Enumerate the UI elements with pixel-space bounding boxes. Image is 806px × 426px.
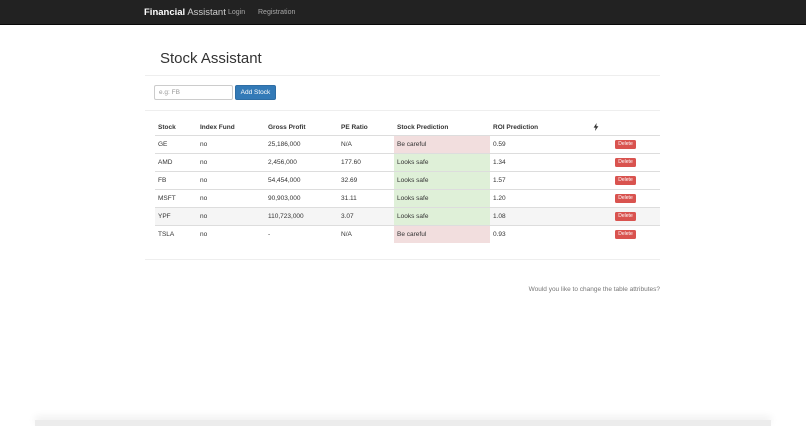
header-stock: Stock <box>155 119 197 136</box>
cell-pe-ratio: 177.60 <box>338 153 394 172</box>
delete-button[interactable]: Delete <box>615 230 636 239</box>
cell-pe-ratio: 3.07 <box>338 207 394 226</box>
cell-index-fund: no <box>197 171 265 190</box>
cell-pe-ratio: 31.11 <box>338 189 394 208</box>
cell-empty <box>590 189 612 208</box>
cell-roi: 1.20 <box>490 189 590 208</box>
cell-prediction: Looks safe <box>394 153 490 172</box>
table-row: YPF no 110,723,000 3.07 Looks safe 1.08 … <box>155 207 660 226</box>
cell-roi: 1.34 <box>490 153 590 172</box>
cell-gross-profit: - <box>265 225 338 243</box>
table-row: AMD no 2,456,000 177.60 Looks safe 1.34 … <box>155 153 660 172</box>
stocks-table: Stock Index Fund Gross Profit PE Ratio S… <box>155 119 660 243</box>
cell-index-fund: no <box>197 135 265 154</box>
cell-index-fund: no <box>197 153 265 172</box>
cell-prediction: Looks safe <box>394 171 490 190</box>
cell-index-fund: no <box>197 207 265 226</box>
delete-button[interactable]: Delete <box>615 140 636 149</box>
header-pe-ratio: PE Ratio <box>338 119 394 136</box>
cell-delete: Delete <box>612 189 660 208</box>
cell-stock: AMD <box>155 153 197 172</box>
delete-button[interactable]: Delete <box>615 212 636 221</box>
page-title: Stock Assistant <box>160 50 262 67</box>
nav-login-link[interactable]: Login <box>228 9 246 16</box>
header-action <box>590 119 612 136</box>
cell-index-fund: no <box>197 225 265 243</box>
delete-button[interactable]: Delete <box>615 194 636 203</box>
table-row: FB no 54,454,000 32.69 Looks safe 1.57 D… <box>155 171 660 190</box>
nav-registration-link[interactable]: Registration <box>258 9 296 16</box>
cell-delete: Delete <box>612 135 660 154</box>
header-index-fund: Index Fund <box>197 119 265 136</box>
cell-delete: Delete <box>612 225 660 243</box>
cell-prediction: Be careful <box>394 135 490 154</box>
cell-pe-ratio: 32.69 <box>338 171 394 190</box>
delete-button[interactable]: Delete <box>615 158 636 167</box>
header-gross-profit: Gross Profit <box>265 119 338 136</box>
cell-gross-profit: 2,456,000 <box>265 153 338 172</box>
cell-roi: 1.57 <box>490 171 590 190</box>
cell-stock: YPF <box>155 207 197 226</box>
divider-top <box>145 75 660 76</box>
table-row: TSLA no - N/A Be careful 0.93 Delete <box>155 225 660 243</box>
cell-pe-ratio: N/A <box>338 135 394 154</box>
bolt-icon <box>593 123 599 131</box>
delete-button[interactable]: Delete <box>615 176 636 185</box>
cell-stock: FB <box>155 171 197 190</box>
table-row: GE no 25,186,000 N/A Be careful 0.59 Del… <box>155 135 660 154</box>
cell-prediction: Be careful <box>394 225 490 243</box>
cell-prediction: Looks safe <box>394 189 490 208</box>
table-header-row: Stock Index Fund Gross Profit PE Ratio S… <box>155 119 660 136</box>
cell-delete: Delete <box>612 171 660 190</box>
cell-roi: 1.08 <box>490 207 590 226</box>
cell-roi: 0.93 <box>490 225 590 243</box>
cell-empty <box>590 153 612 172</box>
stock-symbol-input[interactable] <box>154 85 233 100</box>
cell-stock: TSLA <box>155 225 197 243</box>
cell-prediction: Looks safe <box>394 207 490 226</box>
brand-rest: Assistant <box>187 7 226 18</box>
cell-gross-profit: 110,723,000 <box>265 207 338 226</box>
header-stock-prediction: Stock Prediction <box>394 119 490 136</box>
cell-empty <box>590 135 612 154</box>
cell-stock: GE <box>155 135 197 154</box>
cell-stock: MSFT <box>155 189 197 208</box>
cell-index-fund: no <box>197 189 265 208</box>
bottom-shadow <box>35 420 771 426</box>
divider-bottom <box>145 259 660 260</box>
cell-empty <box>590 207 612 226</box>
cell-pe-ratio: N/A <box>338 225 394 243</box>
cell-gross-profit: 90,903,000 <box>265 189 338 208</box>
navbar: Financial Assistant Login Registration <box>0 0 806 25</box>
divider-form <box>145 110 660 111</box>
add-stock-button[interactable]: Add Stock <box>235 85 276 100</box>
cell-gross-profit: 54,454,000 <box>265 171 338 190</box>
cell-empty <box>590 171 612 190</box>
cell-gross-profit: 25,186,000 <box>265 135 338 154</box>
cell-roi: 0.59 <box>490 135 590 154</box>
header-delete <box>612 119 660 136</box>
cell-delete: Delete <box>612 153 660 172</box>
header-roi-prediction: ROI Prediction <box>490 119 590 136</box>
change-table-attributes-link[interactable]: Would you like to change the table attri… <box>528 286 660 293</box>
table-row: MSFT no 90,903,000 31.11 Looks safe 1.20… <box>155 189 660 208</box>
cell-delete: Delete <box>612 207 660 226</box>
brand-logo[interactable]: Financial Assistant <box>144 6 226 19</box>
brand-bold: Financial <box>144 7 186 18</box>
cell-empty <box>590 225 612 243</box>
